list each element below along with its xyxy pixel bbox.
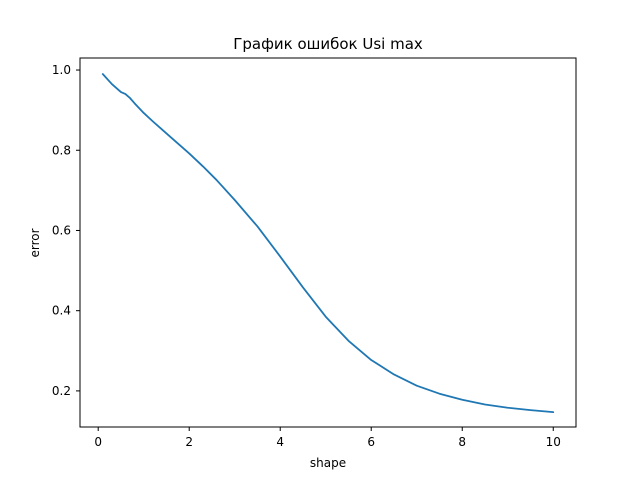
x-tick-label: 4 [276, 435, 284, 449]
x-axis-label: shape [310, 456, 346, 470]
x-tick-label: 6 [367, 435, 375, 449]
chart-title: График ошибок Usi max [233, 35, 423, 53]
x-axis-ticks: 0 2 4 6 8 10 [94, 427, 561, 449]
plot-area [79, 57, 577, 428]
error-series-line [101, 73, 555, 414]
x-tick-label: 0 [94, 435, 102, 449]
y-tick-label: 1.0 [52, 63, 71, 77]
x-tick-label: 10 [546, 435, 561, 449]
y-axis-ticks: 0.2 0.4 0.6 0.8 1.0 [52, 63, 80, 398]
y-tick-label: 0.8 [52, 143, 71, 157]
y-axis-label: error [28, 228, 42, 257]
y-tick-label: 0.6 [52, 223, 71, 237]
x-tick-label: 2 [185, 435, 193, 449]
plot-frame [79, 57, 577, 428]
x-tick-label: 8 [458, 435, 466, 449]
y-tick-label: 0.4 [52, 304, 71, 318]
y-tick-label: 0.2 [52, 384, 71, 398]
